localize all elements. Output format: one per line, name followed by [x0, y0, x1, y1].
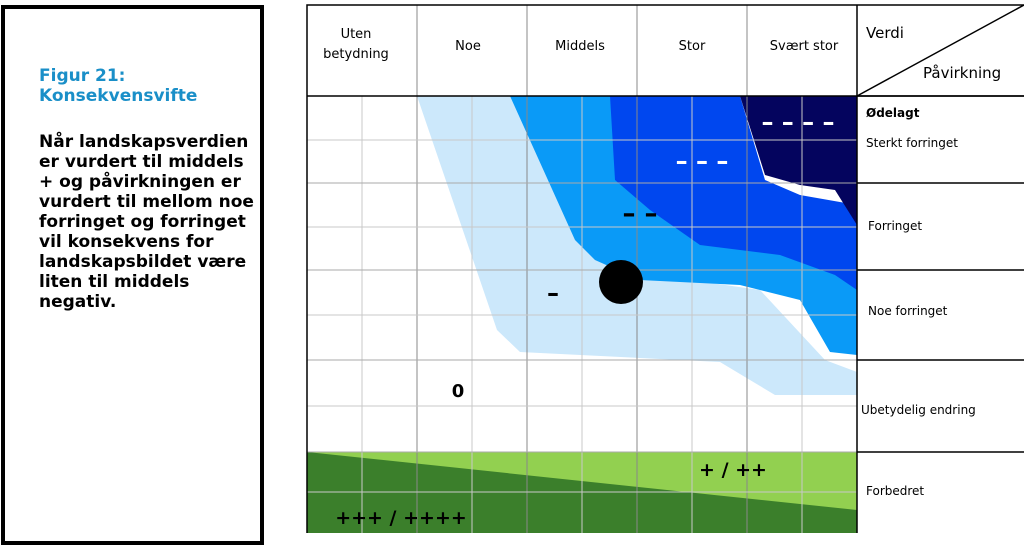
grid-lines [307, 5, 857, 533]
column-header-1-line2: betydning [323, 47, 389, 62]
figure-title: Figur 21: Konsekvensvifte [39, 66, 198, 106]
consequence-fan-diagram: Uten betydning Noe Middels Stor Svært st… [306, 4, 1024, 533]
band-large-negative [610, 96, 857, 290]
frame [306, 4, 1024, 533]
symbol-positive: + / ++ [699, 459, 767, 481]
column-headers: Uten betydning Noe Middels Stor Svært st… [323, 27, 839, 62]
corner-label-verdi: Verdi [866, 24, 904, 42]
band-very-large-negative [740, 96, 857, 225]
row-labels: Ødelagt Sterkt forringet Forringet Noe f… [861, 106, 976, 498]
symbol-neutral: 0 [452, 381, 465, 402]
symbol-small-negative: – [547, 279, 559, 307]
column-header-middels: Middels [555, 39, 605, 54]
row-label-ubetydelig-endring: Ubetydelig endring [861, 403, 976, 417]
row-label-odelagt: Ødelagt [866, 106, 920, 120]
row-label-noe-forringet: Noe forringet [868, 304, 948, 318]
row-label-sterkt-forringet: Sterkt forringet [866, 136, 958, 150]
assessment-marker [599, 260, 643, 304]
caption-box: Figur 21: Konsekvensvifte Når landskapsv… [1, 5, 264, 545]
column-header-1-line1: Uten [341, 27, 372, 42]
column-header-svaert-stor: Svært stor [770, 39, 839, 54]
symbol-large-negative: – – – [676, 147, 729, 175]
symbol-medium-negative: – – [622, 199, 657, 229]
symbol-very-large-negative: – – – – [761, 108, 834, 136]
column-header-noe: Noe [455, 39, 481, 54]
figure-description: Når landskapsverdien er vurdert til midd… [39, 132, 254, 312]
corner-label-pavirkning: Påvirkning [923, 64, 1001, 82]
symbol-very-positive: +++ / ++++ [335, 507, 467, 529]
column-header-stor: Stor [679, 39, 706, 54]
row-label-forbedret: Forbedret [866, 484, 924, 498]
row-label-forringet: Forringet [868, 219, 922, 233]
